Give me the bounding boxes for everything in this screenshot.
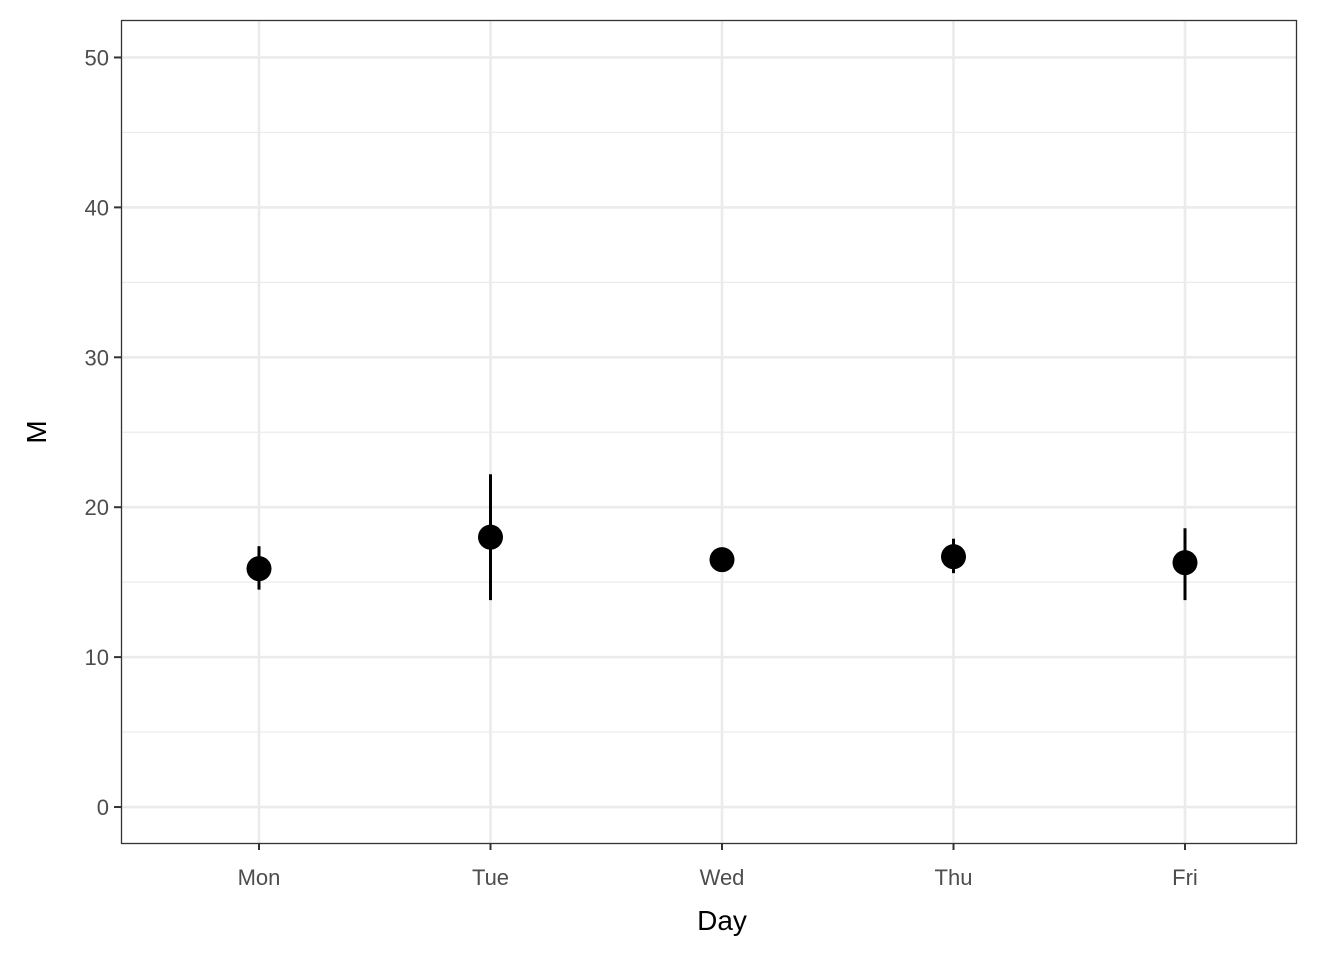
x-tick-label: Wed [700, 865, 745, 890]
y-tick-label: 50 [85, 45, 109, 70]
point-fri [1172, 550, 1198, 576]
grid [121, 20, 1296, 843]
point-thu [941, 544, 966, 570]
y-tick-label: 30 [85, 345, 109, 370]
x-axis-title: Day [697, 905, 747, 936]
y-tick-label: 10 [85, 645, 109, 670]
y-tick-label: 40 [85, 195, 109, 220]
x-tick-label: Fri [1172, 865, 1198, 890]
axes: 0 10 20 30 40 50 Mon Tue Wed Thu Fri [85, 45, 1198, 890]
x-tick-label: Thu [935, 865, 973, 890]
x-tick-label: Tue [472, 865, 509, 890]
point-mon [246, 556, 272, 582]
point-tue [478, 524, 503, 550]
y-axis-title: M [21, 420, 52, 443]
data-marks [246, 474, 1198, 601]
y-tick-label: 0 [97, 795, 109, 820]
point-wed [709, 547, 735, 573]
x-tick-label: Mon [238, 865, 281, 890]
y-tick-label: 20 [85, 495, 109, 520]
panel-border [120, 19, 1298, 845]
